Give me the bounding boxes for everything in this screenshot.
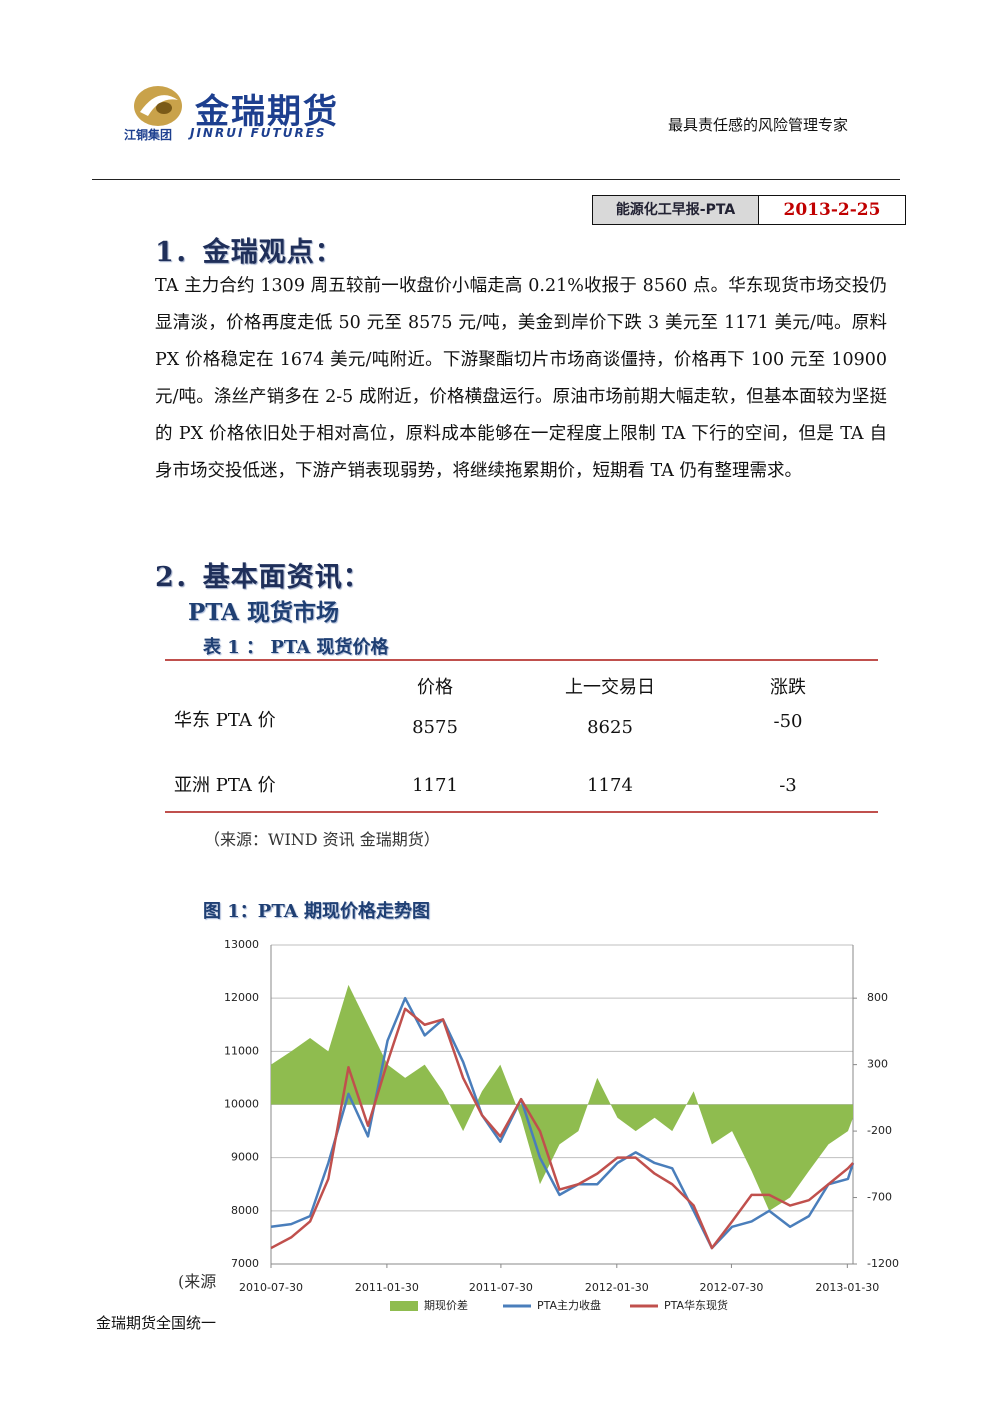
x-tick-label: 2013-01-30 [815,1281,879,1294]
x-tick-label: 2012-07-30 [699,1281,763,1294]
cell: -3 [779,775,797,796]
table-rule [165,659,878,661]
y2-tick-label: 300 [867,1058,888,1071]
logo-mark [134,86,182,126]
y2-tick-label: -1200 [867,1257,899,1270]
y-tick-label: 7000 [231,1257,259,1270]
y2-tick-label: -200 [867,1124,892,1137]
legend-swatch [390,1301,418,1311]
column-header: 上一交易日 [565,677,655,698]
x-tick-label: 2011-07-30 [469,1281,533,1294]
chart: 7000 8000 9000 10000 11000 12000 13000 -1200 -70… [224,938,899,1312]
x-tick-label: 2012-01-30 [585,1281,649,1294]
legend-label: 期现价差 [424,1298,468,1312]
column-header: 涨跌 [770,677,806,698]
report-tag: 能源化工早报-PTA 2013-2-25 [592,195,906,225]
cell: 8625 [587,717,633,738]
logo-english: JINRUI FUTURES [190,126,327,140]
footer-text: 金瑞期货全国统一 [96,1314,217,1332]
y-tick-label: 8000 [231,1204,259,1217]
logo-group: 江铜集团 [124,128,173,142]
column-header: 价格 [417,677,453,698]
paragraph: TA 主力合约 1309 周五较前一收盘价小幅走高 0.21%收报于 8560 … [155,276,887,481]
y-tick-label: 10000 [224,1098,259,1111]
line [270,996,855,1250]
y2-tick-label: 800 [867,991,888,1004]
section-title: 2．基本面资讯： [155,562,371,593]
slogan: 最具责任感的风险管理专家 [668,116,849,134]
area [271,984,853,1211]
legend-label: PTA主力收盘 [537,1298,601,1312]
line [270,1007,854,1250]
cell: 8575 [412,717,458,738]
y-tick-label: 12000 [224,991,259,1004]
table-caption: 表 1 ： PTA 现货价格 [203,637,389,658]
report-name: 能源化工早报-PTA [593,196,759,224]
legend-label: PTA华东现货 [664,1298,728,1312]
report-date: 2013-2-25 [783,200,881,220]
y-tick-label: 11000 [224,1044,259,1057]
table-source: （来源：WIND 资讯 金瑞期货） [204,830,440,849]
figure-title: 图 1：PTA 期现价格走势图 [203,901,430,922]
row-label: 华东 PTA 价 [174,710,276,731]
y2-tick-label: -700 [867,1191,892,1204]
cell: 1171 [412,775,458,796]
logo-name: 金瑞期货 [195,92,339,132]
x-tick-label: 2011-01-30 [355,1281,419,1294]
y-tick-label: 13000 [224,938,259,951]
section-title: 1．金瑞观点： [155,237,343,268]
cell: -50 [773,711,803,732]
cell: 1174 [587,775,633,796]
y-tick-label: 9000 [231,1151,259,1164]
table-rule [165,811,878,813]
header-rule [92,179,900,180]
x-tick-label: 2010-07-30 [239,1281,303,1294]
source-fragment: (来源 [178,1272,217,1291]
section-subtitle: PTA 现货市场 [188,599,340,626]
row-label: 亚洲 PTA 价 [174,775,276,796]
